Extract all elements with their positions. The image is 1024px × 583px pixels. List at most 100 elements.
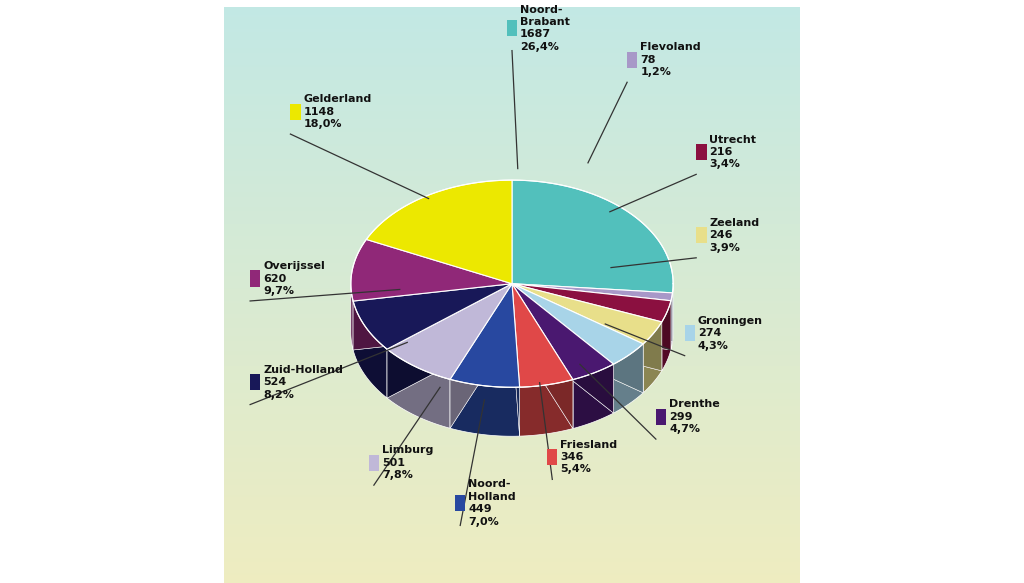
Bar	[224, 312, 800, 314]
Bar	[224, 128, 800, 130]
Text: Friesland
346
5,4%: Friesland 346 5,4%	[560, 440, 617, 475]
Bar	[224, 163, 800, 165]
Bar	[224, 261, 800, 262]
Bar	[224, 106, 800, 107]
Bar	[224, 161, 800, 163]
Bar	[224, 249, 800, 251]
Bar	[224, 203, 800, 205]
Bar	[224, 381, 800, 384]
Bar	[224, 142, 800, 143]
Bar	[224, 420, 800, 422]
Bar	[224, 9, 800, 11]
Bar	[224, 564, 800, 566]
Polygon shape	[512, 284, 671, 322]
Bar	[224, 416, 800, 418]
Bar	[224, 121, 800, 122]
Bar	[224, 255, 800, 257]
Bar	[224, 280, 800, 282]
Bar	[224, 253, 800, 255]
Bar	[224, 320, 800, 322]
Bar	[224, 364, 800, 366]
Bar	[224, 122, 800, 124]
Bar	[224, 113, 800, 115]
Bar	[224, 401, 800, 403]
Polygon shape	[387, 284, 512, 398]
Bar	[224, 512, 800, 514]
Bar	[224, 491, 800, 493]
Bar	[224, 524, 800, 525]
Bar	[224, 533, 800, 535]
Polygon shape	[512, 284, 643, 364]
Bar	[224, 82, 800, 84]
Bar	[224, 324, 800, 326]
Bar	[224, 36, 800, 38]
Bar	[224, 211, 800, 213]
Bar	[224, 525, 800, 528]
Bar	[224, 335, 800, 338]
Bar	[224, 389, 800, 391]
Bar	[224, 508, 800, 510]
Bar	[224, 111, 800, 113]
Bar	[224, 119, 800, 121]
Bar	[224, 473, 800, 476]
Polygon shape	[512, 284, 613, 413]
Bar	[224, 370, 800, 372]
Bar	[224, 399, 800, 401]
Bar	[224, 127, 800, 128]
Bar	[224, 374, 800, 376]
Bar	[224, 328, 800, 330]
Bar	[224, 305, 800, 307]
Bar	[224, 376, 800, 378]
Bar	[224, 497, 800, 498]
Bar	[224, 27, 800, 29]
Bar	[224, 201, 800, 203]
Bar	[224, 272, 800, 274]
Bar	[224, 317, 800, 318]
Bar	[224, 232, 800, 234]
Bar	[224, 189, 800, 192]
Bar	[224, 378, 800, 380]
Bar	[224, 301, 800, 303]
Bar	[224, 146, 800, 147]
Bar	[224, 380, 800, 381]
Bar	[224, 330, 800, 332]
Bar	[224, 182, 800, 184]
Bar	[224, 180, 800, 182]
Bar	[224, 322, 800, 324]
Bar	[224, 228, 800, 230]
Bar	[224, 170, 800, 173]
Bar	[224, 562, 800, 564]
Bar	[224, 549, 800, 550]
Text: Limburg
501
7,8%: Limburg 501 7,8%	[382, 445, 433, 480]
Bar	[224, 262, 800, 265]
Polygon shape	[512, 284, 662, 371]
Bar	[224, 343, 800, 345]
Bar	[224, 552, 800, 554]
Bar	[224, 117, 800, 119]
FancyBboxPatch shape	[696, 227, 707, 244]
Polygon shape	[353, 284, 512, 349]
Bar	[224, 24, 800, 27]
Bar	[224, 132, 800, 134]
Bar	[224, 19, 800, 21]
Bar	[224, 55, 800, 57]
Bar	[224, 575, 800, 577]
Bar	[224, 545, 800, 546]
Bar	[224, 54, 800, 55]
Bar	[224, 240, 800, 241]
Bar	[224, 46, 800, 48]
Text: Gelderland
1148
18,0%: Gelderland 1148 18,0%	[304, 94, 372, 129]
Bar	[224, 546, 800, 549]
Bar	[224, 430, 800, 431]
Bar	[224, 314, 800, 317]
Bar	[224, 395, 800, 397]
Bar	[224, 387, 800, 389]
Bar	[224, 199, 800, 201]
Bar	[224, 224, 800, 226]
Bar	[224, 460, 800, 462]
FancyBboxPatch shape	[696, 144, 707, 160]
Bar	[224, 230, 800, 232]
Bar	[224, 354, 800, 357]
Polygon shape	[519, 380, 572, 436]
Bar	[224, 73, 800, 75]
